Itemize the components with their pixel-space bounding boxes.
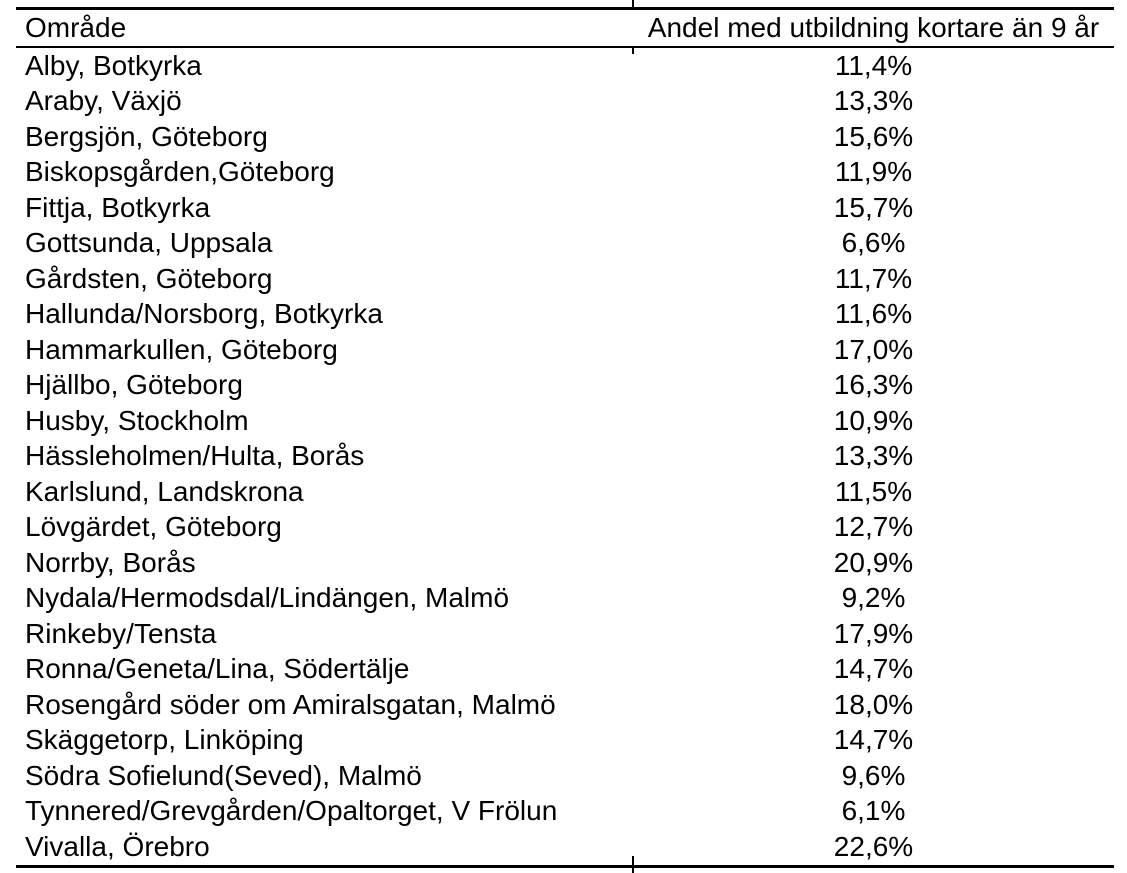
table-row: Fittja, Botkyrka 15,7% (16, 190, 1114, 226)
area-cell: Rinkeby/Tensta (25, 617, 217, 649)
value-cell: 22,6% (833, 830, 914, 862)
table-row: Gottsunda, Uppsala 6,6% (16, 226, 1114, 262)
area-cell: Vivalla, Örebro (25, 830, 210, 862)
table-body: Alby, Botkyrka 11,4% Araby, Växjö 13,3% … (16, 47, 1114, 866)
area-cell: Rosengård söder om Amiralsgatan, Malmö (25, 688, 556, 720)
value-cell: 11,4% (834, 49, 913, 81)
table-row: Nydala/Hermodsdal/Lindängen, Malmö 9,2% (16, 581, 1114, 617)
area-cell: Hässleholmen/Hulta, Borås (25, 440, 365, 472)
value-cell: 17,0% (833, 333, 914, 365)
table-row: Norrby, Borås 20,9% (16, 545, 1114, 581)
table-row: Skäggetorp, Linköping 14,7% (16, 723, 1114, 759)
area-cell: Tynnered/Grevgården/Opaltorget, V Frölun (25, 795, 558, 827)
value-cell: 11,6% (834, 298, 913, 330)
table-row: Gårdsten, Göteborg 11,7% (16, 261, 1114, 297)
value-cell: 10,9% (833, 404, 914, 436)
table-row: Hjällbo, Göteborg 16,3% (16, 368, 1114, 404)
area-cell: Alby, Botkyrka (25, 49, 202, 81)
table-row: Södra Sofielund(Seved), Malmö 9,6% (16, 758, 1114, 794)
table-row: Alby, Botkyrka 11,4% (16, 47, 1114, 84)
areas-education-table: Område Andel med utbildning kortare än 9… (16, 7, 1114, 868)
area-cell: Araby, Växjö (25, 85, 182, 117)
column-divider-tick-bottom (632, 856, 634, 873)
table-row: Husby, Stockholm 10,9% (16, 403, 1114, 439)
area-cell: Skäggetorp, Linköping (25, 724, 304, 756)
table-row: Hammarkullen, Göteborg 17,0% (16, 332, 1114, 368)
area-cell: Fittja, Botkyrka (25, 191, 211, 223)
table-row: Biskopsgården,Göteborg 11,9% (16, 155, 1114, 191)
value-cell: 6,6% (841, 227, 906, 259)
value-cell: 15,6% (833, 120, 914, 152)
area-cell: Ronna/Geneta/Lina, Södertälje (25, 653, 410, 685)
value-cell: 13,3% (833, 85, 914, 117)
table-header: Område Andel med utbildning kortare än 9… (16, 8, 1114, 48)
table-row: Vivalla, Örebro 22,6% (16, 829, 1114, 866)
header-row: Område Andel med utbildning kortare än 9… (16, 8, 1114, 48)
column-divider-tick-header (632, 46, 634, 54)
table-row: Rosengård söder om Amiralsgatan, Malmö 1… (16, 687, 1114, 723)
column-divider-tick-top (632, 0, 634, 9)
area-cell: Hammarkullen, Göteborg (25, 333, 338, 365)
value-cell: 14,7% (833, 724, 914, 756)
value-cell: 18,0% (833, 688, 914, 720)
value-cell: 9,6% (841, 759, 906, 791)
table-row: Tynnered/Grevgården/Opaltorget, V Frölun… (16, 794, 1114, 830)
table-row: Lövgärdet, Göteborg 12,7% (16, 510, 1114, 546)
value-cell: 6,1% (841, 795, 906, 827)
area-cell: Nydala/Hermodsdal/Lindängen, Malmö (25, 582, 510, 614)
area-cell: Gottsunda, Uppsala (25, 227, 273, 259)
table-row: Ronna/Geneta/Lina, Södertälje 14,7% (16, 652, 1114, 688)
area-cell: Husby, Stockholm (25, 404, 249, 436)
table-row: Karlslund, Landskrona 11,5% (16, 474, 1114, 510)
area-cell: Lövgärdet, Göteborg (25, 511, 282, 543)
table-row: Hässleholmen/Hulta, Borås 13,3% (16, 439, 1114, 475)
table-row: Araby, Växjö 13,3% (16, 84, 1114, 120)
table-row: Bergsjön, Göteborg 15,6% (16, 119, 1114, 155)
area-cell: Norrby, Borås (25, 546, 196, 578)
value-cell: 14,7% (833, 653, 914, 685)
table-row: Rinkeby/Tensta 17,9% (16, 616, 1114, 652)
value-cell: 15,7% (833, 191, 914, 223)
value-cell: 20,9% (833, 546, 914, 578)
column-header-andel: Andel med utbildning kortare än 9 år (633, 8, 1114, 48)
area-cell: Hjällbo, Göteborg (25, 369, 243, 401)
value-cell: 11,5% (834, 475, 913, 507)
area-cell: Bergsjön, Göteborg (25, 120, 268, 152)
value-cell: 12,7% (833, 511, 914, 543)
column-header-omrade: Område (16, 8, 633, 48)
area-cell: Gårdsten, Göteborg (25, 262, 273, 294)
area-cell: Biskopsgården,Göteborg (25, 156, 335, 188)
area-cell: Hallunda/Norsborg, Botkyrka (25, 298, 383, 330)
value-cell: 11,9% (834, 156, 913, 188)
value-cell: 16,3% (833, 369, 914, 401)
area-cell: Karlslund, Landskrona (25, 475, 304, 507)
value-cell: 11,7% (834, 262, 913, 294)
value-cell: 9,2% (841, 582, 906, 614)
value-cell: 13,3% (833, 440, 914, 472)
table-row: Hallunda/Norsborg, Botkyrka 11,6% (16, 297, 1114, 333)
area-cell: Södra Sofielund(Seved), Malmö (25, 759, 422, 791)
value-cell: 17,9% (833, 617, 914, 649)
